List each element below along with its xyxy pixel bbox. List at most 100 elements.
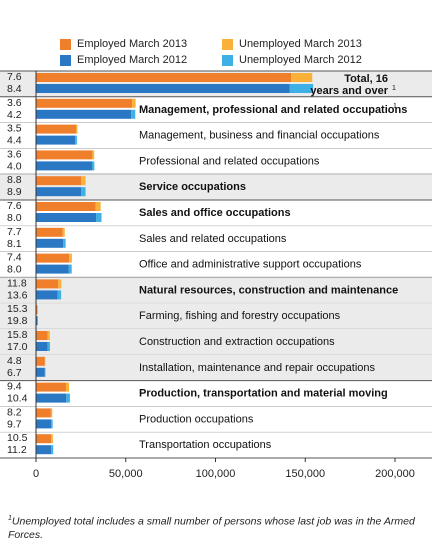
bar-employed-2012 xyxy=(36,316,38,326)
rate-label-2013: 3.6 xyxy=(7,97,22,109)
category-label: Production, transportation and material … xyxy=(139,388,388,400)
bar-employed-2012 xyxy=(36,290,58,300)
rate-label-2013: 7.7 xyxy=(7,226,22,238)
bar-unemployed-2013 xyxy=(51,434,53,444)
bar-unemployed-2012 xyxy=(68,264,72,274)
rate-label-2012: 8.1 xyxy=(7,238,22,250)
bar-employed-2013 xyxy=(36,227,63,237)
bar-unemployed-2013 xyxy=(50,408,53,418)
x-tick-label: 150,000 xyxy=(285,468,325,480)
rate-label-2013: 7.4 xyxy=(7,252,22,264)
bar-unemployed-2012 xyxy=(96,213,102,222)
bar-employed-2013 xyxy=(36,356,45,366)
bar-employed-2013 xyxy=(36,408,51,418)
legend-label-unemployed-2012: Unemployed March 2012 xyxy=(239,54,362,66)
rate-label-2012: 8.0 xyxy=(7,264,22,276)
bar-employed-2013 xyxy=(36,434,52,444)
bar-unemployed-2013 xyxy=(58,279,62,289)
rate-label-2012: 8.0 xyxy=(7,212,22,224)
rate-label-2013: 8.2 xyxy=(7,406,22,418)
bar-unemployed-2013 xyxy=(65,382,70,392)
bar-unemployed-2012 xyxy=(66,393,70,403)
bar-employed-2012 xyxy=(36,135,76,145)
bar-employed-2013 xyxy=(36,150,93,160)
legend-label-unemployed-2013: Unemployed March 2013 xyxy=(239,38,362,50)
legend-item-unemployed-2012: Unemployed March 2012 xyxy=(222,54,362,66)
rate-label-2012: 4.2 xyxy=(7,109,22,121)
bar-unemployed-2012 xyxy=(47,342,51,351)
x-tick-label: 50,000 xyxy=(109,468,143,480)
rate-label-2013: 10.5 xyxy=(7,432,28,444)
bar-employed-2012 xyxy=(36,238,64,248)
bar-unemployed-2012 xyxy=(289,84,314,93)
row-shade xyxy=(0,354,432,381)
bar-employed-2013 xyxy=(36,382,66,392)
category-label: Sales and office occupations xyxy=(139,207,291,219)
legend-swatch-unemployed-2013 xyxy=(222,38,233,50)
rate-label-2012: 4.0 xyxy=(7,160,22,172)
bar-employed-2013 xyxy=(36,202,96,211)
category-footnote-marker: 1 xyxy=(392,85,396,92)
bar-unemployed-2012 xyxy=(51,445,54,455)
bar-unemployed-2013 xyxy=(132,98,136,108)
category-label-line-1: Total, 16 xyxy=(344,73,388,85)
bar-employed-2013 xyxy=(36,176,82,186)
bar-employed-2012 xyxy=(36,419,52,429)
x-tick-label: 0 xyxy=(33,468,39,480)
category-label: Construction and extraction occupations xyxy=(139,336,335,348)
legend-swatch-employed-2012 xyxy=(60,54,71,66)
bar-employed-2013 xyxy=(36,98,133,108)
x-tick-label: 100,000 xyxy=(196,468,236,480)
category-label: Transportation occupations xyxy=(139,439,272,451)
rate-label-2012: 17.0 xyxy=(7,341,28,353)
bar-employed-2012 xyxy=(36,213,97,222)
bar-employed-2013 xyxy=(36,253,70,263)
bar-unemployed-2012 xyxy=(51,419,53,429)
legend-item-employed-2012: Employed March 2012 xyxy=(60,54,187,66)
rate-label-2013: 7.6 xyxy=(7,71,22,83)
category-label: Service occupations xyxy=(139,181,246,193)
bar-unemployed-2013 xyxy=(81,176,86,186)
bar-employed-2013 xyxy=(36,331,48,340)
rate-label-2013: 4.8 xyxy=(7,355,22,367)
bar-unemployed-2012 xyxy=(63,238,66,248)
bar-unemployed-2013 xyxy=(92,150,95,160)
bar-employed-2012 xyxy=(36,161,93,171)
bar-unemployed-2012 xyxy=(81,187,86,197)
category-label: Management, business and financial occup… xyxy=(139,130,380,142)
bar-employed-2012 xyxy=(36,367,45,377)
bar-employed-2012 xyxy=(36,264,69,274)
bar-employed-2012 xyxy=(36,187,82,197)
bar-unemployed-2013 xyxy=(69,253,72,263)
bar-unemployed-2013 xyxy=(47,331,50,340)
legend-item-employed-2013: Employed March 2013 xyxy=(60,38,187,50)
rate-label-2013: 9.4 xyxy=(7,381,22,393)
rate-label-2012: 9.7 xyxy=(7,418,22,430)
legend-label-employed-2012: Employed March 2012 xyxy=(77,54,188,66)
rate-label-2013: 7.6 xyxy=(7,200,22,212)
legend-item-unemployed-2013: Unemployed March 2013 xyxy=(222,38,362,50)
bar-unemployed-2013 xyxy=(291,73,313,82)
rate-label-2013: 15.8 xyxy=(7,329,28,341)
bar-employed-2013 xyxy=(36,279,59,289)
footnote: 1Unemployed total includes a small numbe… xyxy=(8,512,428,542)
rate-label-2012: 6.7 xyxy=(7,367,22,379)
bar-employed-2013 xyxy=(36,73,292,82)
row-shade xyxy=(0,303,432,329)
bar-unemployed-2012 xyxy=(92,161,95,171)
bar-employed-2013 xyxy=(36,305,38,315)
bar-unemployed-2012 xyxy=(75,135,77,145)
category-label: Installation, maintenance and repair occ… xyxy=(139,362,376,374)
rate-label-2013: 15.3 xyxy=(7,303,28,315)
bar-unemployed-2012 xyxy=(44,367,46,377)
bar-employed-2013 xyxy=(36,124,77,134)
bar-unemployed-2013 xyxy=(76,124,78,134)
category-label: Natural resources, construction and main… xyxy=(139,284,398,296)
bar-unemployed-2012 xyxy=(57,290,62,300)
rate-label-2013: 3.6 xyxy=(7,148,22,160)
legend-swatch-unemployed-2012 xyxy=(222,54,233,66)
rate-label-2012: 4.4 xyxy=(7,135,22,147)
bar-employed-2012 xyxy=(36,342,48,351)
footnote-text: Unemployed total includes a small number… xyxy=(8,515,415,541)
